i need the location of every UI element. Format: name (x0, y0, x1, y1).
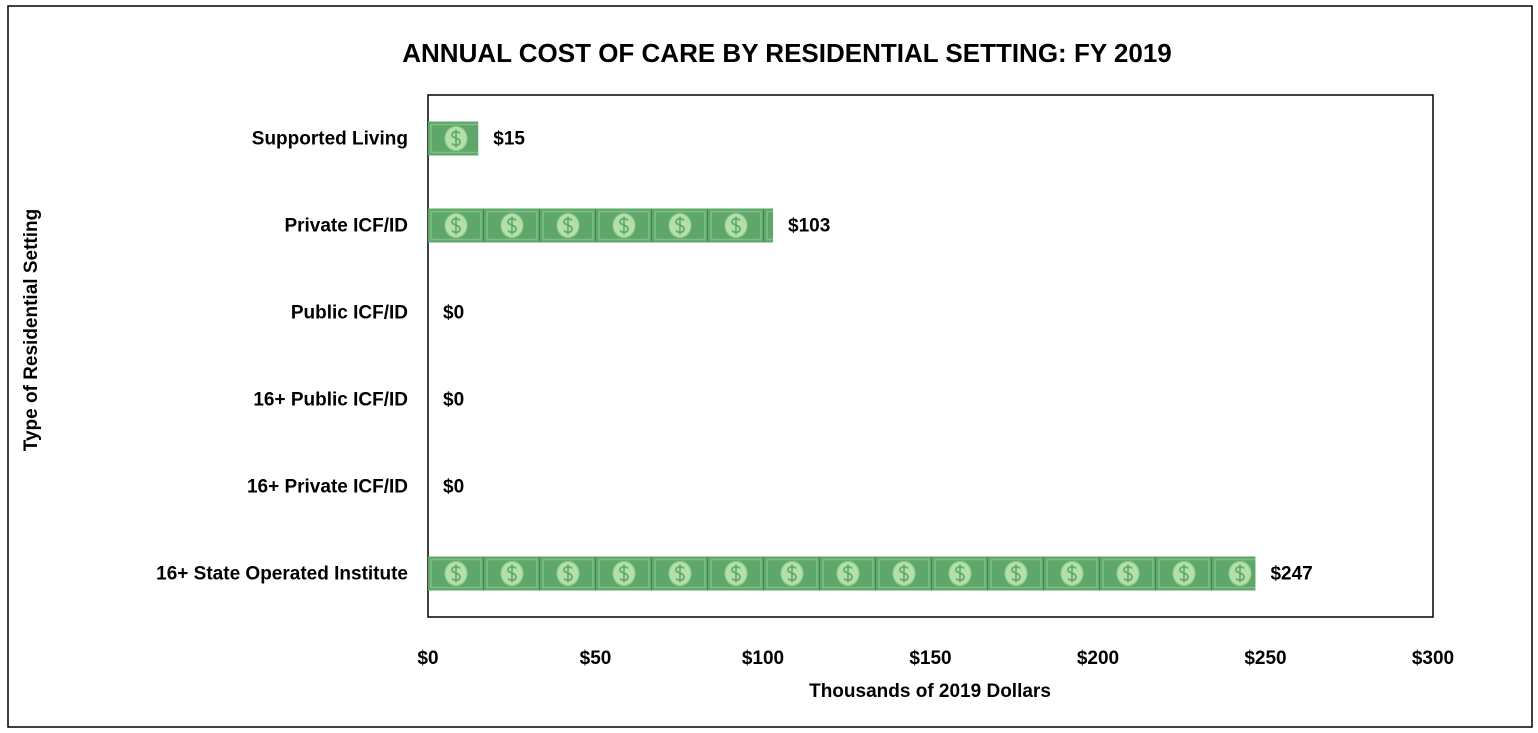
chart-frame (7, 5, 1533, 728)
plot-area (427, 94, 1434, 618)
value-label: $15 (493, 129, 525, 150)
x-tick-label: $150 (909, 648, 951, 669)
value-label: $0 (443, 303, 464, 324)
bar (428, 556, 1256, 591)
x-tick-label: $0 (417, 648, 438, 669)
y-tick-label: Supported Living (252, 129, 408, 150)
value-label: $103 (788, 216, 830, 237)
x-tick-label: $50 (580, 648, 612, 669)
y-tick-label: 16+ Private ICF/ID (247, 477, 408, 498)
x-axis-label: Thousands of 2019 Dollars (809, 681, 1051, 702)
x-tick-label: $100 (742, 648, 784, 669)
y-tick-label: Public ICF/ID (291, 303, 408, 324)
y-axis-label: Type of Residential Setting (21, 209, 42, 451)
x-tick-label: $200 (1077, 648, 1119, 669)
x-tick-label: $250 (1244, 648, 1286, 669)
y-tick-label: Private ICF/ID (284, 216, 408, 237)
y-tick-label: 16+ State Operated Institute (156, 564, 408, 585)
value-label: $0 (443, 390, 464, 411)
x-tick-label: $300 (1412, 648, 1454, 669)
bar (428, 121, 479, 156)
bar (428, 208, 774, 243)
value-label: $0 (443, 477, 464, 498)
chart-title: ANNUAL COST OF CARE BY RESIDENTIAL SETTI… (402, 38, 1172, 68)
y-tick-label: 16+ Public ICF/ID (253, 390, 408, 411)
value-label: $247 (1270, 564, 1312, 585)
